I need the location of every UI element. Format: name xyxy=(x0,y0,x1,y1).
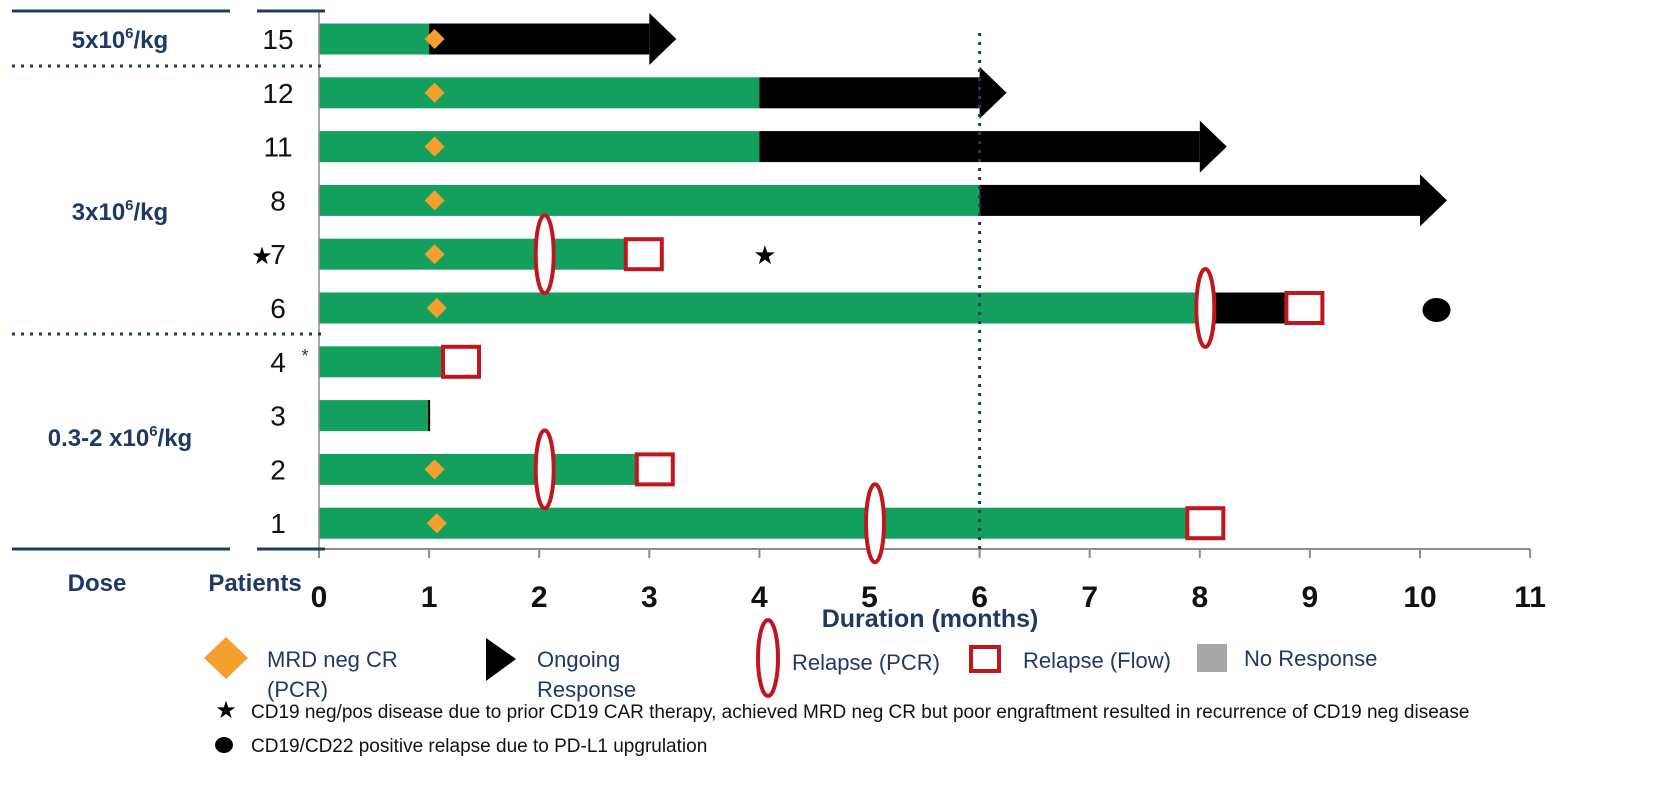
star-annotation-patient-7: ★ xyxy=(753,241,776,271)
x-tick-label-9: 9 xyxy=(1302,581,1319,614)
ongoing-bar-patient-15 xyxy=(429,23,650,55)
x-tick-label-4: 4 xyxy=(751,581,768,614)
dose-base: 5x10 xyxy=(72,27,125,54)
patient-label-3: 3 xyxy=(270,401,286,432)
patient-label-6: 6 xyxy=(270,293,286,324)
patient-label-1: 1 xyxy=(270,508,286,539)
legend-mrd-label-line2: (PCR) xyxy=(267,677,328,702)
x-tick-label-10: 10 xyxy=(1403,581,1436,614)
mrd-neg-cr-marker-patient-12 xyxy=(424,82,445,103)
patient-prefix-star-7: ★ xyxy=(251,242,273,270)
mrd-neg-cr-marker-patient-1 xyxy=(426,513,447,534)
legend-no-response-icon xyxy=(1197,644,1227,672)
mrd-neg-cr-marker-patient-6 xyxy=(426,298,447,318)
response-bar-patient-7 xyxy=(319,238,644,270)
x-tick-label-2: 2 xyxy=(531,581,548,614)
x-axis-title: Duration (months) xyxy=(822,605,1039,633)
ongoing-bar-patient-8 xyxy=(979,184,1420,216)
dose-unit: /kg xyxy=(158,425,193,452)
patient-label-4: 4 xyxy=(270,347,286,378)
x-tick-label-0: 0 xyxy=(311,581,328,614)
dose-base: 0.3-2 x10 xyxy=(48,425,149,452)
dose-label-group-1: 5x106/kg xyxy=(72,25,168,54)
dose-label-group-3: 0.3-2 x106/kg xyxy=(48,423,192,452)
relapse-flow-marker-patient-7 xyxy=(623,237,664,272)
footnote-dot-icon xyxy=(215,737,233,753)
footnote-star-icon: ★ xyxy=(215,696,237,724)
response-bar-patient-1 xyxy=(319,507,1200,539)
response-bar-patient-3 xyxy=(319,400,430,432)
response-bar-patient-4 xyxy=(319,346,452,378)
x-tick-label-5: 5 xyxy=(861,581,878,614)
ongoing-arrow-patient-11 xyxy=(1199,120,1227,173)
relapse-flow-marker-patient-2 xyxy=(634,452,675,487)
patient-label-12: 12 xyxy=(262,78,293,109)
x-tick-label-3: 3 xyxy=(641,581,658,614)
ongoing-arrow-patient-12 xyxy=(979,66,1007,119)
legend-ongoing-label-line2: Response xyxy=(537,677,636,702)
relapse-flow-marker-patient-4 xyxy=(441,344,482,379)
relapse-pcr-marker-patient-7 xyxy=(533,213,556,296)
bars-layer xyxy=(319,13,1447,539)
mrd-neg-cr-marker-patient-8 xyxy=(424,190,445,211)
response-bar-patient-8 xyxy=(319,184,980,216)
mrd-neg-cr-marker-patient-7 xyxy=(424,244,445,265)
relapse-pcr-marker-patient-6 xyxy=(1194,267,1217,349)
ongoing-arrow-patient-15 xyxy=(649,13,677,65)
legend-layer: MRD neg CR (PCR) Ongoing Response Relapse (P… xyxy=(204,618,1469,757)
response-bar-patient-15 xyxy=(319,23,430,55)
dot-annotation-patient-6 xyxy=(1422,298,1451,322)
legend-mrd-icon xyxy=(204,637,248,679)
dose-column-header: Dose xyxy=(68,570,127,597)
x-tick-label-8: 8 xyxy=(1191,581,1208,614)
x-tick-label-7: 7 xyxy=(1081,581,1098,614)
legend-ongoing-label-line1: Ongoing xyxy=(537,647,620,672)
legend-mrd-label-line1: MRD neg CR xyxy=(267,647,398,672)
patient-label-2: 2 xyxy=(270,454,286,485)
footnote-star-text: CD19 neg/pos disease due to prior CD19 C… xyxy=(251,702,1469,723)
dose-base: 3x10 xyxy=(72,199,125,226)
mrd-neg-cr-marker-patient-2 xyxy=(424,459,445,480)
x-tick-label-1: 1 xyxy=(421,581,438,614)
marker-layer: ★ xyxy=(424,29,1451,565)
legend-relapse-flow-icon xyxy=(969,645,1001,673)
ongoing-bar-patient-12 xyxy=(759,77,980,109)
dose-unit: /kg xyxy=(134,199,169,226)
patient-label-8: 8 xyxy=(270,185,286,216)
response-bar-patient-2 xyxy=(319,453,650,485)
patient-label-11: 11 xyxy=(263,132,292,163)
legend-ongoing-icon xyxy=(486,638,516,681)
relapse-flow-marker-patient-6 xyxy=(1284,291,1325,325)
patients-column-header: Patients xyxy=(208,570,301,597)
relapse-flow-marker-patient-1 xyxy=(1185,506,1226,541)
patient-note-mark-4: * xyxy=(301,346,308,366)
footnote-dot-text: CD19/CD22 positive relapse due to PD-L1 … xyxy=(251,736,707,757)
dose-exponent: 6 xyxy=(125,25,133,42)
dose-label-group-2: 3x106/kg xyxy=(72,197,168,226)
response-bar-patient-12 xyxy=(319,77,760,109)
legend-no-response-label: No Response xyxy=(1244,646,1377,671)
legend-relapse-pcr-icon xyxy=(756,618,780,698)
relapse-pcr-marker-patient-1 xyxy=(864,482,887,565)
mrd-neg-cr-marker-patient-15 xyxy=(424,29,445,49)
x-tick-label-11: 11 xyxy=(1514,581,1546,614)
relapse-pcr-marker-patient-2 xyxy=(533,428,556,511)
mrd-neg-cr-marker-patient-11 xyxy=(424,136,445,157)
patient-label-7: 7 xyxy=(270,239,286,270)
ongoing-arrow-patient-8 xyxy=(1420,174,1447,227)
ongoing-bar-patient-11 xyxy=(759,131,1200,163)
response-bar-patient-6 xyxy=(319,292,1206,324)
patient-label-15: 15 xyxy=(262,24,293,55)
x-tick-label-6: 6 xyxy=(971,581,988,614)
legend-relapse-flow-label: Relapse (Flow) xyxy=(1023,648,1171,673)
dose-unit: /kg xyxy=(134,27,169,54)
dose-exponent: 6 xyxy=(149,423,157,440)
response-bar-patient-11 xyxy=(319,131,760,163)
legend-relapse-pcr-label: Relapse (PCR) xyxy=(792,650,940,675)
dose-exponent: 6 xyxy=(125,197,133,214)
